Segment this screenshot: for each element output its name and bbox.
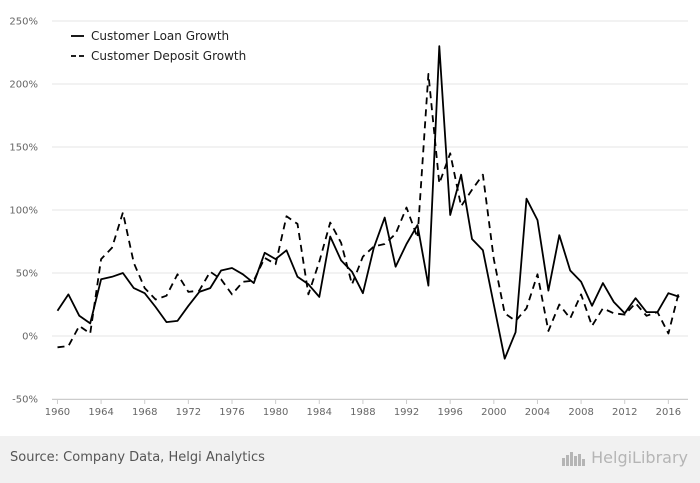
x-axis: 1960 1964 1968 1972 1976 1980 1984 1988 1992 1996… xyxy=(45,399,688,418)
x-tick-label: 1984 xyxy=(307,407,332,418)
grid-lines xyxy=(52,20,688,400)
x-tick-label: 2000 xyxy=(481,407,506,418)
x-tick-label: 2016 xyxy=(656,407,681,418)
x-tick-label: 1968 xyxy=(132,407,157,418)
series-line-deposit-growth xyxy=(57,73,681,349)
x-tick-label: 1960 xyxy=(45,407,70,418)
x-tick-label: 1992 xyxy=(394,407,419,418)
y-tick-label: 200% xyxy=(9,80,38,91)
x-tick-label: 2012 xyxy=(612,407,637,418)
chart-footer: Source: Company Data, Helgi Analytics He… xyxy=(0,436,700,483)
legend: Customer Loan Growth Customer Deposit Gro… xyxy=(71,29,246,63)
x-tick-label: 1996 xyxy=(437,407,462,418)
y-tick-label: 0% xyxy=(22,332,38,343)
y-axis: -50% 0% 50% 100% 150% 200% 250% xyxy=(9,17,38,406)
library-logo-icon xyxy=(562,451,586,466)
y-tick-label: 250% xyxy=(9,17,38,28)
x-tick-label: 1980 xyxy=(263,407,288,418)
legend-label: Customer Deposit Growth xyxy=(91,49,246,63)
series-layer xyxy=(56,45,681,360)
brand: HelgiLibrary xyxy=(561,448,688,467)
x-tick-label: 1972 xyxy=(176,407,201,418)
y-tick-label: 150% xyxy=(9,143,38,154)
x-tick-label: 1964 xyxy=(88,407,113,418)
x-tick-label: 1976 xyxy=(219,407,244,418)
x-tick-label: 1988 xyxy=(350,407,375,418)
y-tick-label: 50% xyxy=(16,269,38,280)
y-tick-label: -50% xyxy=(12,395,38,406)
source-note: Source: Company Data, Helgi Analytics xyxy=(10,450,265,465)
legend-label: Customer Loan Growth xyxy=(91,29,229,43)
brand-name: HelgiLibrary xyxy=(591,448,688,467)
line-chart: -50%0%50%100%150%200%250% 1960 1964 1968 19… xyxy=(9,17,688,418)
series-line-loan-growth xyxy=(56,45,680,360)
x-tick-label: 2004 xyxy=(525,407,550,418)
y-tick-label: 100% xyxy=(9,206,38,217)
x-tick-label: 2008 xyxy=(568,407,593,418)
